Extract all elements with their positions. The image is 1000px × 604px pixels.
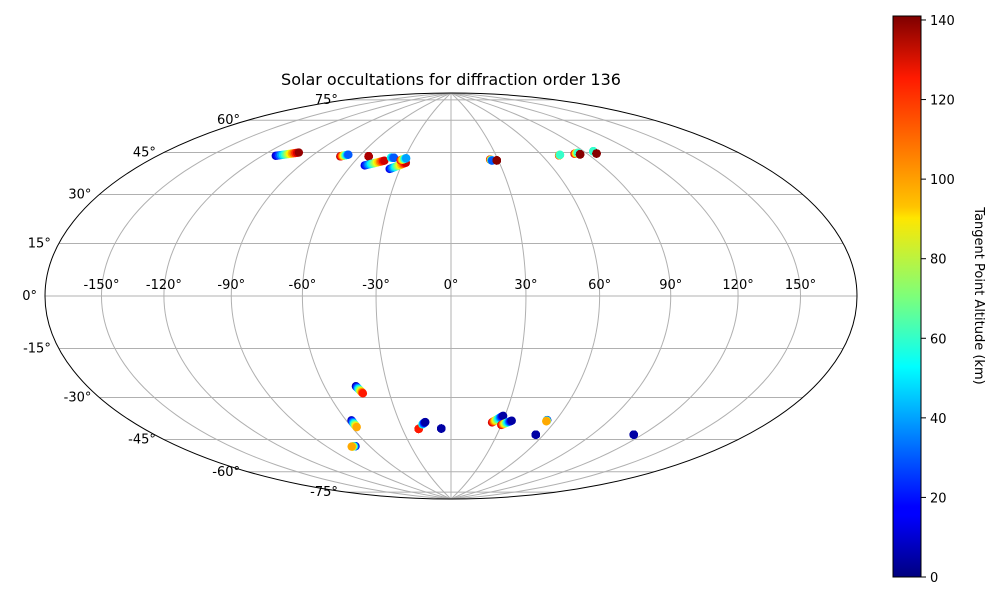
longitude-tick-label: 60° [588,278,611,293]
occultation-point [437,424,446,433]
occultation-point [352,422,361,432]
occultation-point [492,156,501,165]
latitude-tick-label: 30° [68,188,91,203]
colorbar-tick-label: 120 [930,94,955,109]
latitude-tick-labels: -75° -60° -45° -30° -15° 0° 15° 30° 45° 60° 75° [22,93,338,500]
colorbar-tick-label: 0 [930,571,938,586]
colorbar-ticks: 0 20 40 60 80 100 120 140 [921,14,955,586]
latitude-tick-label: 75° [315,93,338,108]
latitude-tick-label: -15° [23,342,51,357]
colorbar-tick-label: 60 [930,332,947,347]
colorbar-gradient [892,15,922,578]
colorbar: 0 20 40 60 80 100 120 140 Tangent Point Altitud… [892,14,986,586]
occultation-point [389,153,399,162]
occultation-point [498,411,508,421]
latitude-tick-label: -75° [310,485,338,500]
chart-title: Solar occultations for diffraction order… [281,70,621,89]
latitude-tick-label: 60° [217,113,240,128]
occultation-point [555,150,565,160]
occultation-point [380,156,389,165]
longitude-tick-label: -90° [217,278,245,293]
longitude-tick-labels: -150° -120° -90° -60° -30° 0° 30° 60° 90° 120° 150… [83,278,816,293]
latitude-tick-label: 0° [22,289,37,304]
occultation-point [358,389,368,398]
occultation-point [531,430,540,439]
occultation-point [507,416,516,425]
occultation-point [575,150,585,159]
colorbar-tick-label: 100 [930,173,955,188]
occultation-point [344,150,353,159]
colorbar-tick-label: 20 [930,491,947,506]
longitude-tick-label: 150° [785,278,816,293]
latitude-tick-label: -60° [212,465,240,480]
longitude-tick-label: 90° [659,278,682,293]
occultation-point [364,152,373,161]
longitude-tick-label: -60° [289,278,317,293]
colorbar-tick-label: 40 [930,412,947,427]
occultation-point [294,148,304,157]
longitude-tick-label: -120° [146,278,182,293]
colorbar-tick-label: 140 [930,14,955,29]
latitude-tick-label: -30° [64,391,92,406]
occultation-point [402,154,411,163]
map-boundary [44,92,858,500]
longitude-tick-label: -30° [362,278,390,293]
latitude-tick-label: -45° [128,433,156,448]
colorbar-tick-label: 80 [930,253,947,268]
longitude-tick-label: -150° [83,278,119,293]
occultation-points [271,147,638,451]
latitude-tick-label: 15° [28,236,51,251]
longitude-tick-label: 0° [444,278,459,293]
colorbar-label: Tangent Point Altitude (km) [971,206,986,384]
latitude-tick-label: 45° [133,145,156,160]
longitude-tick-label: 120° [722,278,753,293]
occultation-point [592,149,601,158]
occultation-point [542,417,551,426]
map-grid [45,93,857,499]
longitude-tick-label: 30° [514,278,537,293]
occultation-point [347,442,356,451]
occultation-point [421,417,430,427]
occultation-point [629,430,638,439]
